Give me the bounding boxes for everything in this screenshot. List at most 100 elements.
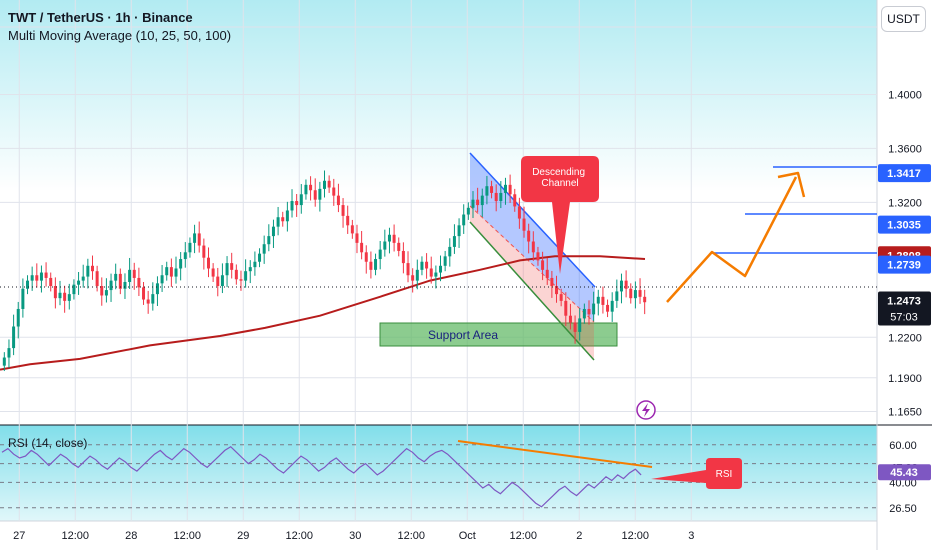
candle bbox=[313, 190, 317, 200]
candle bbox=[109, 280, 113, 291]
support-area-zone bbox=[379, 322, 618, 347]
projection-path bbox=[666, 176, 798, 303]
projection-arrowhead bbox=[777, 171, 806, 198]
candle bbox=[568, 315, 572, 323]
rsi-tick-label: 60.00 bbox=[889, 440, 917, 452]
rsi-indicator-label[interactable]: RSI (14, close) bbox=[8, 436, 88, 450]
candle bbox=[128, 269, 132, 282]
candle bbox=[387, 234, 391, 242]
rsi-value-tags: 47.8845.43 bbox=[878, 459, 931, 481]
candle bbox=[457, 225, 461, 237]
candle bbox=[299, 194, 303, 206]
rsi-callout-text: RSI bbox=[716, 469, 733, 480]
currency-button[interactable]: USDT bbox=[881, 6, 926, 32]
time-tick-label: 30 bbox=[349, 530, 361, 542]
time-tick-label: 29 bbox=[237, 530, 249, 542]
candle bbox=[327, 180, 331, 188]
candle bbox=[578, 318, 582, 332]
rsi-tick-label: 40.00 bbox=[889, 477, 917, 489]
rsi-value-label: 45.43 bbox=[890, 467, 918, 479]
channel-callout-text: Descending Channel bbox=[532, 167, 588, 189]
candle bbox=[476, 199, 480, 206]
candle bbox=[211, 268, 215, 277]
candle bbox=[165, 267, 169, 276]
candle bbox=[406, 263, 410, 276]
candle bbox=[276, 217, 280, 227]
candle bbox=[169, 267, 173, 277]
candle bbox=[555, 286, 559, 295]
candle bbox=[527, 230, 531, 242]
candle bbox=[26, 280, 30, 289]
candle bbox=[90, 265, 94, 272]
candle bbox=[104, 290, 108, 296]
candle bbox=[582, 308, 586, 319]
moving-average-line bbox=[0, 255, 646, 371]
candle bbox=[95, 271, 99, 287]
time-tick-label: 12:00 bbox=[286, 530, 314, 542]
candle bbox=[220, 275, 224, 287]
candle bbox=[179, 259, 183, 269]
candle bbox=[30, 275, 34, 281]
candle bbox=[383, 241, 387, 250]
candle bbox=[2, 357, 6, 366]
candle bbox=[508, 184, 512, 195]
candle bbox=[323, 180, 326, 189]
price-axis-background bbox=[877, 0, 932, 550]
price-tag-label: 1.3035 bbox=[887, 220, 921, 232]
candle bbox=[564, 300, 568, 316]
candle bbox=[35, 275, 39, 281]
price-tick-label: 1.2200 bbox=[888, 332, 922, 344]
lightning-icon-bolt bbox=[642, 403, 650, 417]
price-tag-label: 1.2473 bbox=[887, 295, 921, 307]
countdown-label: 57:03 bbox=[890, 311, 918, 323]
candle bbox=[137, 277, 141, 288]
candle bbox=[392, 234, 396, 243]
candle bbox=[420, 261, 424, 270]
candle bbox=[248, 267, 252, 272]
candle bbox=[16, 308, 20, 327]
candles bbox=[2, 170, 647, 372]
candle bbox=[360, 242, 364, 253]
candle bbox=[401, 250, 405, 264]
candle bbox=[58, 292, 62, 299]
price-tag bbox=[878, 164, 931, 183]
candle bbox=[452, 236, 456, 247]
candle bbox=[364, 252, 368, 262]
candle bbox=[517, 206, 521, 219]
candle bbox=[624, 280, 628, 289]
candle bbox=[434, 272, 438, 277]
price-tick-label: 1.1900 bbox=[888, 373, 922, 385]
candle bbox=[67, 294, 71, 301]
candle bbox=[336, 195, 340, 206]
candle bbox=[397, 242, 401, 251]
candle bbox=[462, 214, 466, 226]
time-tick-label: 27 bbox=[13, 530, 25, 542]
candle bbox=[332, 187, 336, 196]
price-tag bbox=[878, 255, 931, 274]
candle bbox=[146, 299, 150, 304]
time-tick-label: 28 bbox=[125, 530, 137, 542]
price-tick-label: 1.3600 bbox=[888, 143, 922, 155]
candle bbox=[503, 184, 507, 193]
candle bbox=[174, 268, 178, 277]
candle bbox=[318, 188, 322, 200]
candle bbox=[596, 296, 600, 304]
time-tick-label: 3 bbox=[688, 530, 694, 542]
candle bbox=[216, 276, 220, 287]
candle bbox=[285, 210, 289, 222]
candle bbox=[629, 288, 633, 299]
candle bbox=[573, 322, 577, 332]
candle bbox=[615, 291, 619, 301]
candle bbox=[12, 326, 16, 349]
candle bbox=[81, 276, 85, 281]
channel-lower-line bbox=[469, 221, 595, 361]
candle bbox=[86, 265, 90, 277]
candle bbox=[522, 218, 526, 231]
candle bbox=[295, 201, 299, 206]
candle bbox=[290, 201, 294, 211]
rsi-trendline bbox=[457, 440, 653, 468]
candle bbox=[559, 294, 563, 301]
candle bbox=[541, 260, 545, 270]
indicator-label[interactable]: Multi Moving Average (10, 25, 50, 100) bbox=[8, 28, 232, 43]
